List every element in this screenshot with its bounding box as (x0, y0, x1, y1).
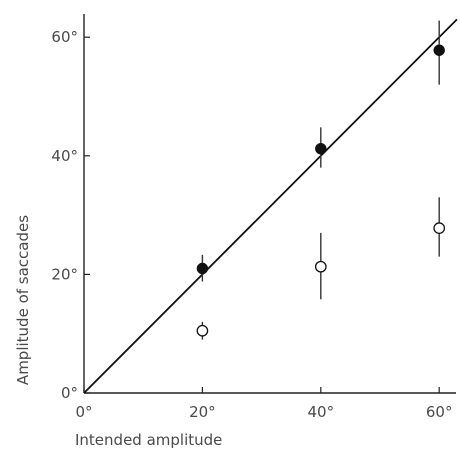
x-tick-label: 20° (189, 403, 216, 421)
axes: 0° 20° 40° 60° 0° 20° 40° 60° (51, 14, 456, 421)
filled-data-point (433, 44, 445, 56)
open-data-point (314, 260, 327, 273)
y-tick-label: 60° (51, 28, 78, 46)
y-axis-label: Amplitude of saccades (14, 215, 32, 385)
y-tick-label: 0° (61, 384, 78, 402)
y-tick-label: 40° (51, 147, 78, 165)
open-data-point (196, 324, 209, 337)
open-data-point (433, 222, 446, 234)
x-tick-label: 60° (426, 403, 453, 421)
identity-reference-line (83, 18, 458, 394)
reference-line-group (83, 18, 458, 394)
filled-data-point (315, 142, 327, 155)
x-axis-label: Intended amplitude (75, 431, 222, 449)
x-tick-label: 0° (75, 403, 92, 421)
data-marks (196, 20, 446, 340)
filled-data-point (196, 262, 209, 275)
x-tick-label: 40° (308, 403, 335, 421)
y-tick-label: 20° (51, 265, 78, 283)
